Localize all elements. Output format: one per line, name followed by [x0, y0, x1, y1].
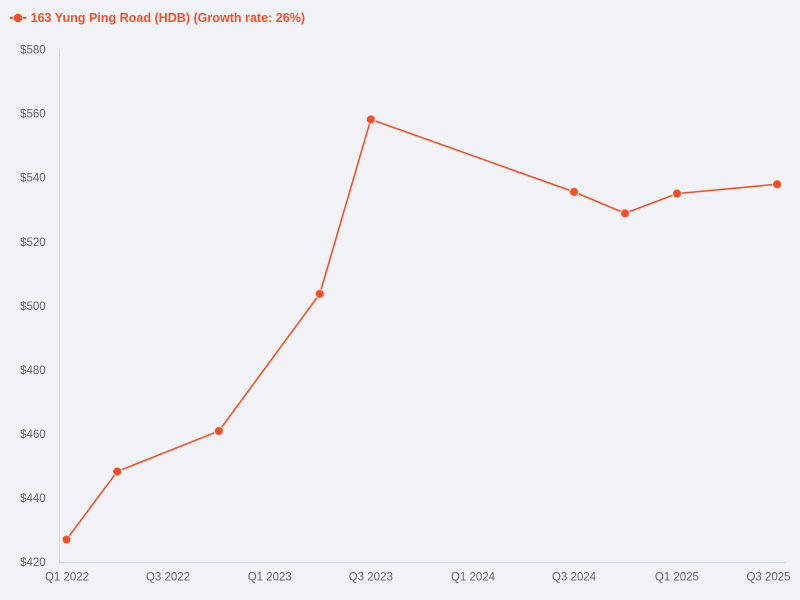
svg-text:Q1 2022: Q1 2022: [45, 572, 89, 584]
svg-text:$440: $440: [20, 493, 46, 505]
svg-text:Q1 2024: Q1 2024: [451, 572, 496, 584]
svg-text:$420: $420: [20, 557, 46, 569]
svg-text:Q3 2022: Q3 2022: [146, 572, 190, 584]
svg-text:$480: $480: [20, 365, 46, 377]
svg-text:$540: $540: [20, 173, 46, 185]
svg-text:$460: $460: [20, 429, 46, 441]
svg-text:$560: $560: [20, 109, 46, 121]
svg-text:Q3 2023: Q3 2023: [349, 572, 393, 584]
svg-text:Q3 2024: Q3 2024: [552, 572, 597, 584]
svg-text:Q3 2025: Q3 2025: [746, 572, 790, 584]
svg-text:163 Yung Ping Road (HDB) (Grow: 163 Yung Ping Road (HDB) (Growth rate: 2…: [31, 11, 305, 25]
svg-text:$580: $580: [20, 45, 46, 57]
svg-text:$500: $500: [20, 301, 46, 313]
svg-text:Q1 2025: Q1 2025: [655, 572, 699, 584]
svg-text:Q1 2023: Q1 2023: [248, 572, 292, 584]
svg-text:$520: $520: [20, 237, 46, 249]
